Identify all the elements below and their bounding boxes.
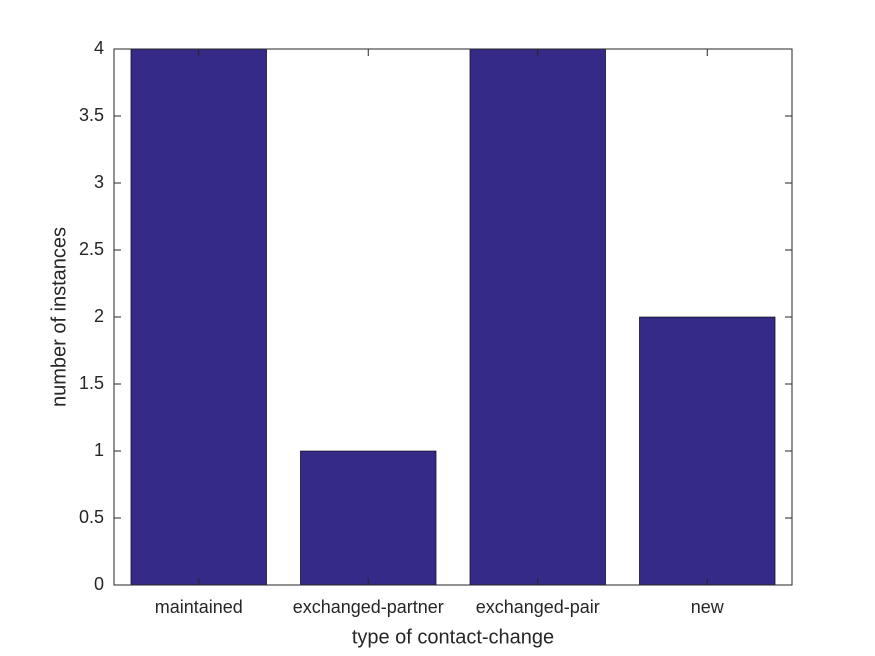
x-tick-label: exchanged-partner bbox=[293, 597, 444, 617]
y-tick-label: 4 bbox=[94, 38, 104, 58]
x-tick-label: maintained bbox=[155, 597, 243, 617]
y-tick-label: 1.5 bbox=[79, 373, 104, 393]
bar bbox=[300, 450, 437, 586]
y-tick-label: 1 bbox=[94, 440, 104, 460]
y-tick-label: 0.5 bbox=[79, 507, 104, 527]
bar bbox=[469, 48, 606, 586]
x-tick-label: exchanged-pair bbox=[476, 597, 600, 617]
bar bbox=[130, 48, 267, 586]
y-tick-label: 0 bbox=[94, 574, 104, 594]
y-tick-label: 2.5 bbox=[79, 239, 104, 259]
x-tick-label: new bbox=[691, 597, 725, 617]
x-axis-label: type of contact-change bbox=[352, 626, 554, 648]
bar bbox=[639, 316, 776, 586]
y-axis-label: number of instances bbox=[48, 227, 70, 407]
y-tick-label: 3.5 bbox=[79, 105, 104, 125]
y-tick-label: 3 bbox=[94, 172, 104, 192]
y-tick-label: 2 bbox=[94, 306, 104, 326]
